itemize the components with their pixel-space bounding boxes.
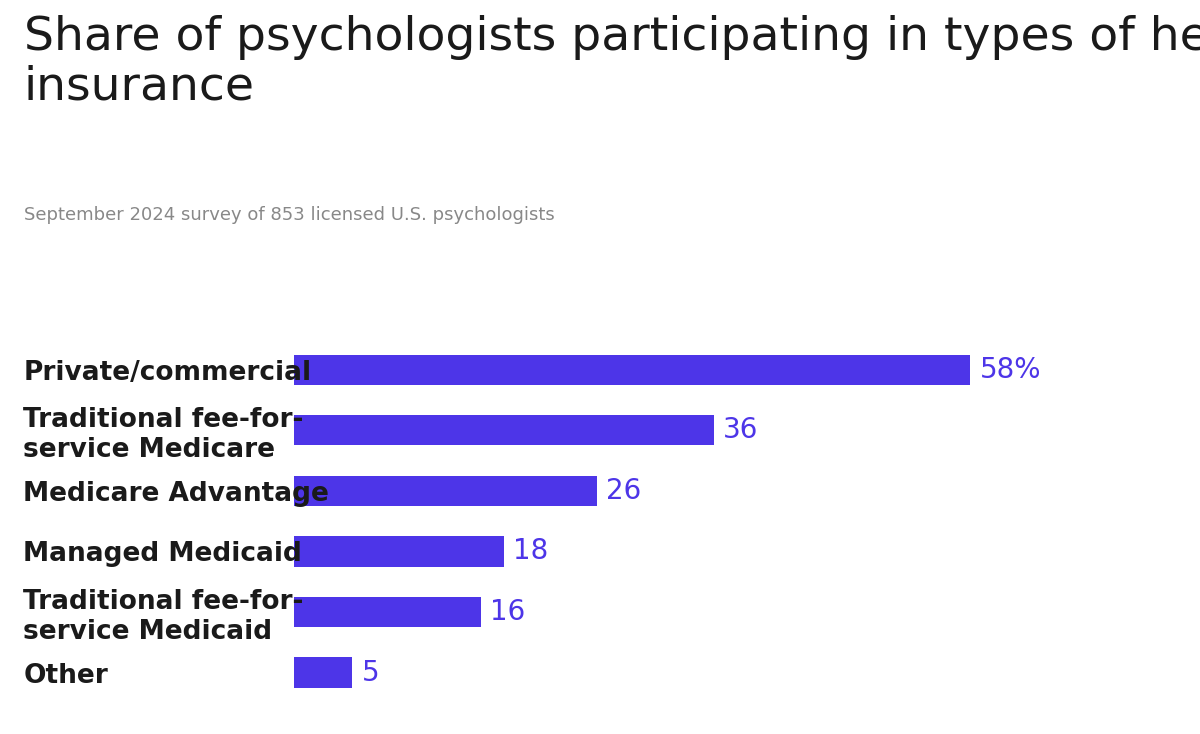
Text: Share of psychologists participating in types of health
insurance: Share of psychologists participating in … bbox=[24, 15, 1200, 110]
Bar bbox=[294, 355, 970, 385]
Text: 16: 16 bbox=[490, 598, 526, 626]
Bar bbox=[294, 597, 480, 627]
Text: 58%: 58% bbox=[979, 356, 1040, 384]
Bar bbox=[294, 537, 504, 567]
Text: 5: 5 bbox=[361, 658, 379, 686]
Bar bbox=[294, 476, 598, 506]
Bar bbox=[294, 415, 714, 446]
Text: 18: 18 bbox=[514, 537, 548, 565]
Text: 26: 26 bbox=[606, 477, 642, 505]
Text: September 2024 survey of 853 licensed U.S. psychologists: September 2024 survey of 853 licensed U.… bbox=[24, 206, 554, 224]
Text: 36: 36 bbox=[722, 416, 758, 444]
Bar bbox=[294, 658, 353, 688]
